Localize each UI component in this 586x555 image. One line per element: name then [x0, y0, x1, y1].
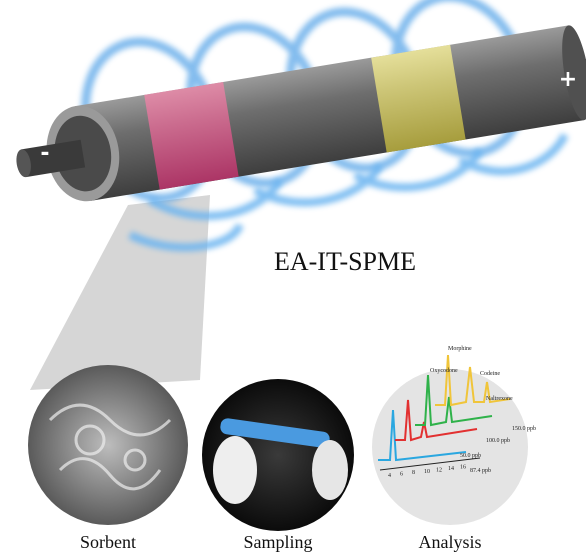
sorbent-image — [28, 365, 188, 525]
graphical-abstract: - + EA-IT-SPME Morphine Oxycodone Codeine N… — [0, 0, 586, 555]
negative-label: - — [40, 141, 49, 166]
x-tick-label: 8 — [412, 470, 415, 476]
x-tick-label: 12 — [436, 467, 442, 473]
peak-label: Naltrexone — [486, 396, 513, 402]
title: EA-IT-SPME — [274, 247, 416, 276]
peak-label: Morphine — [448, 346, 472, 352]
trace-label: 150.0 ppb — [512, 426, 536, 432]
step-label: Analysis — [419, 532, 482, 552]
step-label: Sorbent — [80, 532, 136, 552]
positive-label: + — [559, 67, 577, 92]
x-tick-label: 4 — [388, 473, 391, 479]
trace-label: 87.4 ppb — [470, 468, 491, 474]
x-tick-label: 14 — [448, 466, 454, 472]
peak-label: Oxycodone — [430, 368, 458, 374]
sorbent-band — [144, 82, 238, 190]
trace-label: 50.0 ppb — [460, 453, 481, 459]
x-tick-label: 6 — [400, 472, 403, 478]
zoom-cone — [30, 195, 210, 390]
peak-label: Codeine — [480, 371, 500, 377]
sample-band — [371, 45, 465, 153]
step-label: Sampling — [243, 532, 312, 552]
x-tick-label: 10 — [424, 469, 430, 475]
trace-label: 100.0 ppb — [486, 438, 510, 444]
x-tick-label: 16 — [460, 465, 466, 471]
